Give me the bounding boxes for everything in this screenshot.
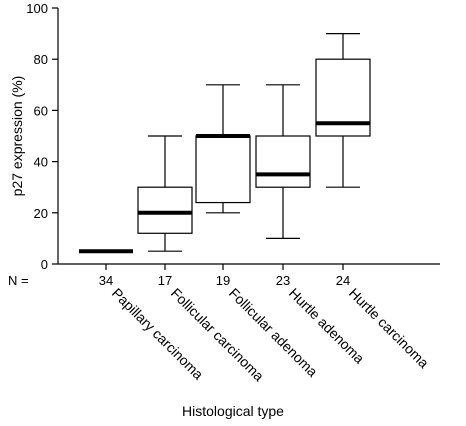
- box-iqr: [137, 186, 193, 234]
- y-tick-label: 100: [26, 1, 48, 16]
- box-iqr: [195, 135, 251, 204]
- y-tick-label: 60: [34, 103, 48, 118]
- x-axis-title: Histological type: [182, 403, 284, 419]
- y-tick-label: 80: [34, 52, 48, 67]
- boxes: [79, 32, 371, 254]
- n-value-label: 23: [276, 273, 290, 288]
- n-value-label: 17: [158, 273, 172, 288]
- y-ticks: 0 20 40 60 80 100: [26, 1, 58, 272]
- n-prefix-label: N =: [8, 273, 29, 288]
- n-value-label: 24: [336, 273, 350, 288]
- y-tick-label: 40: [34, 155, 48, 170]
- n-value-label: 19: [216, 273, 230, 288]
- y-tick-label: 20: [34, 206, 48, 221]
- y-axis-title: p27 expression (%): [9, 76, 25, 197]
- y-tick-label: 0: [41, 257, 48, 272]
- box-iqr: [255, 135, 311, 188]
- box-group: [255, 84, 311, 239]
- box-group: [195, 84, 251, 214]
- box-group: [137, 135, 193, 252]
- box-group: [315, 32, 371, 188]
- axes: [57, 8, 440, 265]
- n-value-label: 34: [99, 273, 113, 288]
